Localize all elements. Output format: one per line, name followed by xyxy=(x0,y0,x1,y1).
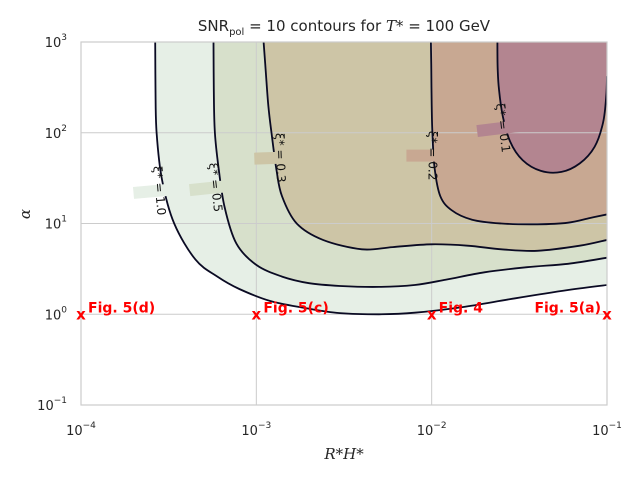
contour-line-1 xyxy=(212,42,607,288)
contour-region-4 xyxy=(497,42,607,173)
plot-frame xyxy=(80,41,608,406)
contour-labels: ξ* = 1.0 ξ* = 0.5 ξ* = 0.3 ξ* = 0.2 ξ* = 0.1 xyxy=(132,103,530,216)
y-tick-label: 102 xyxy=(45,124,67,142)
marker-label: Fig. 5(a) xyxy=(534,300,601,316)
contour-label-4: ξ* = 0.1 xyxy=(493,103,513,154)
contour-label-gap-3 xyxy=(406,149,459,162)
marker-label: Fig. 4 xyxy=(439,300,484,316)
contour-label-0: ξ* = 1.0 xyxy=(150,165,168,216)
x-axis-label: R*H* xyxy=(323,445,364,463)
contour-label-gap-2 xyxy=(254,150,307,165)
x-tick-label: 10−3 xyxy=(241,421,271,439)
y-tick-label: 101 xyxy=(45,215,67,233)
y-tick-label: 100 xyxy=(45,305,68,323)
x-tick-label: 10−4 xyxy=(66,421,96,439)
marker-symbol: x xyxy=(251,305,261,323)
y-axis-label: α xyxy=(16,209,34,219)
contour-label-2: ξ* = 0.3 xyxy=(272,133,288,183)
x-tick-label: 10−1 xyxy=(592,421,622,439)
y-tick-label: 10−1 xyxy=(37,396,67,414)
chart-title: SNRpol = 10 contours for T* = 100 GeV xyxy=(198,17,491,38)
marker-label: Fig. 5(c) xyxy=(263,300,328,316)
contour-line-4 xyxy=(496,42,607,174)
contour-fills xyxy=(155,42,607,315)
marker-symbol: x xyxy=(76,305,86,323)
contour-label-gap-4 xyxy=(476,118,530,138)
marker-symbol: x xyxy=(427,305,437,323)
contour-label-gap-0 xyxy=(132,182,186,199)
contour-lines xyxy=(154,42,607,316)
contour-line-3 xyxy=(430,42,607,226)
contour-line-0 xyxy=(154,42,607,316)
marker-label: Fig. 5(d) xyxy=(88,300,155,316)
x-axis-ticks: 10−4 10−3 10−2 10−1 xyxy=(66,421,622,439)
contour-label-3: ξ* = 0.2 xyxy=(425,131,439,180)
y-tick-label: 103 xyxy=(45,33,67,51)
y-axis-ticks: 10−1 100 101 102 103 xyxy=(37,33,67,414)
contour-line-2 xyxy=(262,42,607,252)
x-tick-label: 10−2 xyxy=(417,421,447,439)
marker-symbol: x xyxy=(602,305,612,323)
contour-label-1: ξ* = 0.5 xyxy=(206,162,225,213)
contour-label-gap-1 xyxy=(189,178,242,197)
